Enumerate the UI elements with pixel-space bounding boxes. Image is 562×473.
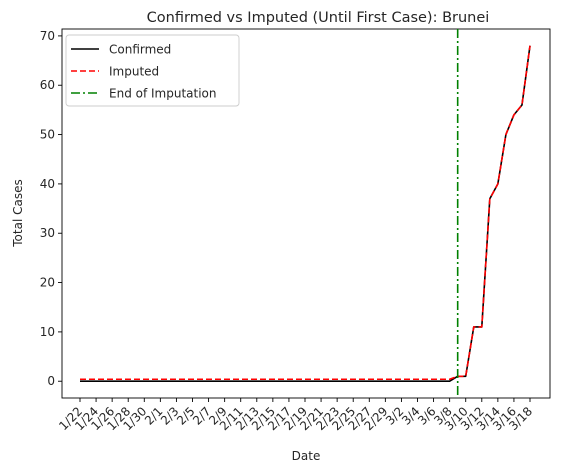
legend-box [65,34,240,107]
chart-title: Confirmed vs Imputed (Until First Case):… [147,10,490,26]
y-tick-label: 70 [40,29,55,43]
series-layer [80,45,531,383]
plot-frame [61,28,551,399]
legend-label-end-of-imputation: End of Imputation [109,87,217,101]
y-tick-label: 40 [40,177,55,191]
y-axis-title: Total Cases [11,179,25,247]
legend: Confirmed Imputed End of Imputation [65,34,240,107]
legend-label-imputed: Imputed [109,65,159,79]
y-tick-label: 10 [40,325,55,339]
y-tick-label: 20 [40,276,55,290]
y-tick-label: 60 [40,78,55,92]
x-axis-title: Date [292,449,321,463]
y-tick-label: 50 [40,128,55,142]
legend-label-confirmed: Confirmed [109,43,171,57]
y-tick-label: 0 [47,374,55,388]
y-axis: 0 10 20 30 40 50 60 70 [40,29,62,388]
y-tick-label: 30 [40,226,55,240]
series-line-imputed [80,45,531,381]
series-line-confirmed [80,45,531,383]
